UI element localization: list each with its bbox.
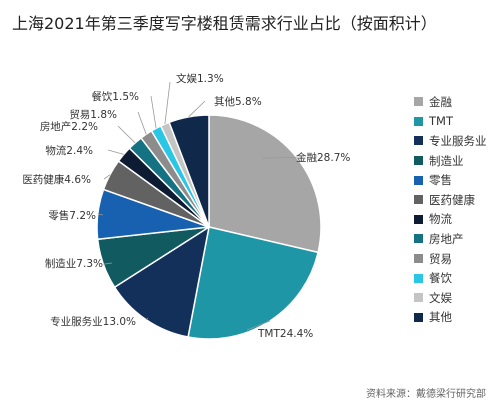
legend-label: 医药健康 bbox=[429, 192, 475, 207]
legend-item: 专业服务业 bbox=[414, 131, 500, 151]
legend-label: 文娱 bbox=[429, 290, 452, 305]
legend-swatch bbox=[414, 175, 423, 185]
legend-item: 其他 bbox=[414, 308, 500, 328]
legend-swatch bbox=[414, 312, 423, 322]
slice-label-10: 餐饮1.5% bbox=[91, 90, 139, 103]
leader-line-6 bbox=[103, 174, 111, 180]
legend-item: 制造业 bbox=[414, 151, 500, 171]
legend-item: 房地产 bbox=[414, 229, 500, 249]
legend-label: 其他 bbox=[429, 310, 452, 325]
legend-item: 文娱 bbox=[414, 288, 500, 308]
legend-label: 制造业 bbox=[429, 153, 464, 168]
leader-line-9 bbox=[137, 111, 147, 135]
legend-swatch bbox=[414, 293, 423, 303]
slice-label-9: 贸易1.8% bbox=[69, 109, 117, 121]
legend-swatch bbox=[414, 136, 423, 146]
legend-item: TMT bbox=[414, 112, 500, 132]
legend-swatch bbox=[414, 97, 423, 107]
leader-line-12 bbox=[188, 100, 206, 118]
legend-swatch bbox=[414, 156, 423, 166]
legend-item: 餐饮 bbox=[414, 268, 500, 288]
legend-item: 医药健康 bbox=[414, 190, 500, 210]
slice-label-5: 零售7.2% bbox=[48, 209, 96, 222]
slice-label-1: 金融28.7% bbox=[296, 151, 350, 164]
slice-label-4: 制造业7.3% bbox=[45, 257, 103, 270]
leader-line-8 bbox=[117, 125, 136, 144]
slice-label-6: 医药健康4.6% bbox=[22, 173, 91, 186]
leader-line-1 bbox=[261, 157, 297, 159]
legend-label: 金融 bbox=[429, 94, 452, 109]
legend-item: 金融 bbox=[414, 92, 500, 112]
legend-label: 餐饮 bbox=[429, 271, 452, 286]
leader-line-2 bbox=[246, 320, 271, 331]
legend-swatch bbox=[414, 234, 423, 244]
legend-swatch bbox=[414, 116, 423, 126]
slice-label-7: 物流2.4% bbox=[45, 144, 93, 157]
legend-item: 零售 bbox=[414, 170, 500, 190]
leader-line-10 bbox=[150, 95, 157, 129]
legend-swatch bbox=[414, 254, 423, 264]
leader-line-11 bbox=[164, 81, 171, 125]
leader-line-3 bbox=[145, 317, 149, 320]
slice-label-11: 文娱1.3% bbox=[176, 72, 224, 85]
pie-slice-12 bbox=[168, 114, 210, 228]
slice-label-8: 房地产2.2% bbox=[40, 120, 98, 133]
legend-label: 贸易 bbox=[429, 251, 452, 266]
legend-item: 物流 bbox=[414, 210, 500, 230]
legend-swatch bbox=[414, 214, 423, 224]
leader-line-7 bbox=[107, 149, 124, 155]
source-note: 资料来源：戴德梁行研究部 bbox=[366, 389, 486, 400]
slice-label-2: TMT24.4% bbox=[257, 328, 313, 340]
chart-legend: 金融 TMT 专业服务业制造业零售医药健康物流房地产贸易餐饮文娱其他 bbox=[414, 92, 500, 327]
leader-line-4 bbox=[103, 262, 113, 265]
legend-label: 零售 bbox=[429, 173, 452, 188]
legend-label: 专业服务业 bbox=[429, 133, 487, 148]
legend-swatch bbox=[414, 273, 423, 283]
slice-label-12: 其他5.8% bbox=[214, 95, 262, 108]
legend-item: 贸易 bbox=[414, 249, 500, 269]
legend-swatch bbox=[414, 195, 423, 205]
leader-line-5 bbox=[97, 213, 104, 216]
legend-label: 物流 bbox=[429, 212, 452, 227]
legend-label: 房地产 bbox=[429, 231, 464, 246]
legend-label: TMT bbox=[429, 114, 453, 129]
chart-title: 上海2021年第三季度写字楼租赁需求行业占比（按面积计） bbox=[12, 14, 437, 33]
slice-label-3: 专业服务业13.0% bbox=[50, 315, 136, 328]
